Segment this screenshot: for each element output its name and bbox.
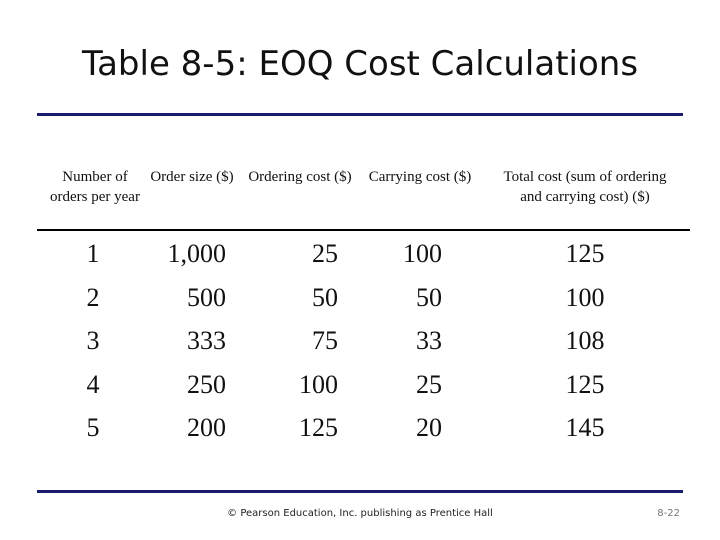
- table-cell: 108: [565, 326, 605, 355]
- table-cell: 145: [565, 413, 605, 442]
- table-cell: 100: [565, 282, 605, 312]
- table-cell: 1,000: [167, 239, 227, 268]
- header-rule: [37, 229, 690, 231]
- table-cell: 500: [187, 282, 226, 312]
- column-header: Ordering cost ($): [248, 169, 352, 185]
- column-header: Number of orders per year: [50, 169, 140, 205]
- table-cell: 100: [299, 369, 338, 399]
- table-cell: 5: [86, 413, 100, 442]
- column-header: Order size ($): [150, 169, 234, 185]
- credit: © Pearson Education, Inc. publishing as …: [227, 508, 493, 519]
- table-cell: 1: [86, 239, 100, 268]
- table-cell: 125: [565, 239, 605, 268]
- table-cell: 4: [86, 369, 100, 399]
- slide-title: Table 8-5: EOQ Cost Calculations: [81, 44, 639, 84]
- page-number: 8-22: [657, 508, 680, 519]
- table-cell: 50: [416, 282, 442, 312]
- table-cell: 200: [187, 413, 226, 442]
- title-rule: [37, 113, 683, 116]
- table-cell: 100: [403, 239, 442, 268]
- table-cell: 25: [416, 369, 442, 399]
- table-cell: 50: [312, 282, 338, 312]
- table-cell: 3: [86, 326, 100, 355]
- footer-rule: [37, 490, 683, 493]
- table-cell: 75: [312, 326, 338, 355]
- table-cell: 25: [312, 239, 338, 268]
- table-cell: 125: [565, 369, 605, 399]
- table-cell: 333: [187, 326, 226, 355]
- table-cell: 250: [187, 369, 226, 399]
- table-cell: 20: [416, 413, 442, 442]
- column-header: Carrying cost ($): [368, 169, 472, 185]
- table-cell: 2: [86, 282, 100, 312]
- table-cell: 125: [299, 413, 338, 442]
- table-cell: 33: [416, 326, 442, 355]
- column-header: Total cost (sum of ordering and carrying…: [503, 169, 667, 205]
